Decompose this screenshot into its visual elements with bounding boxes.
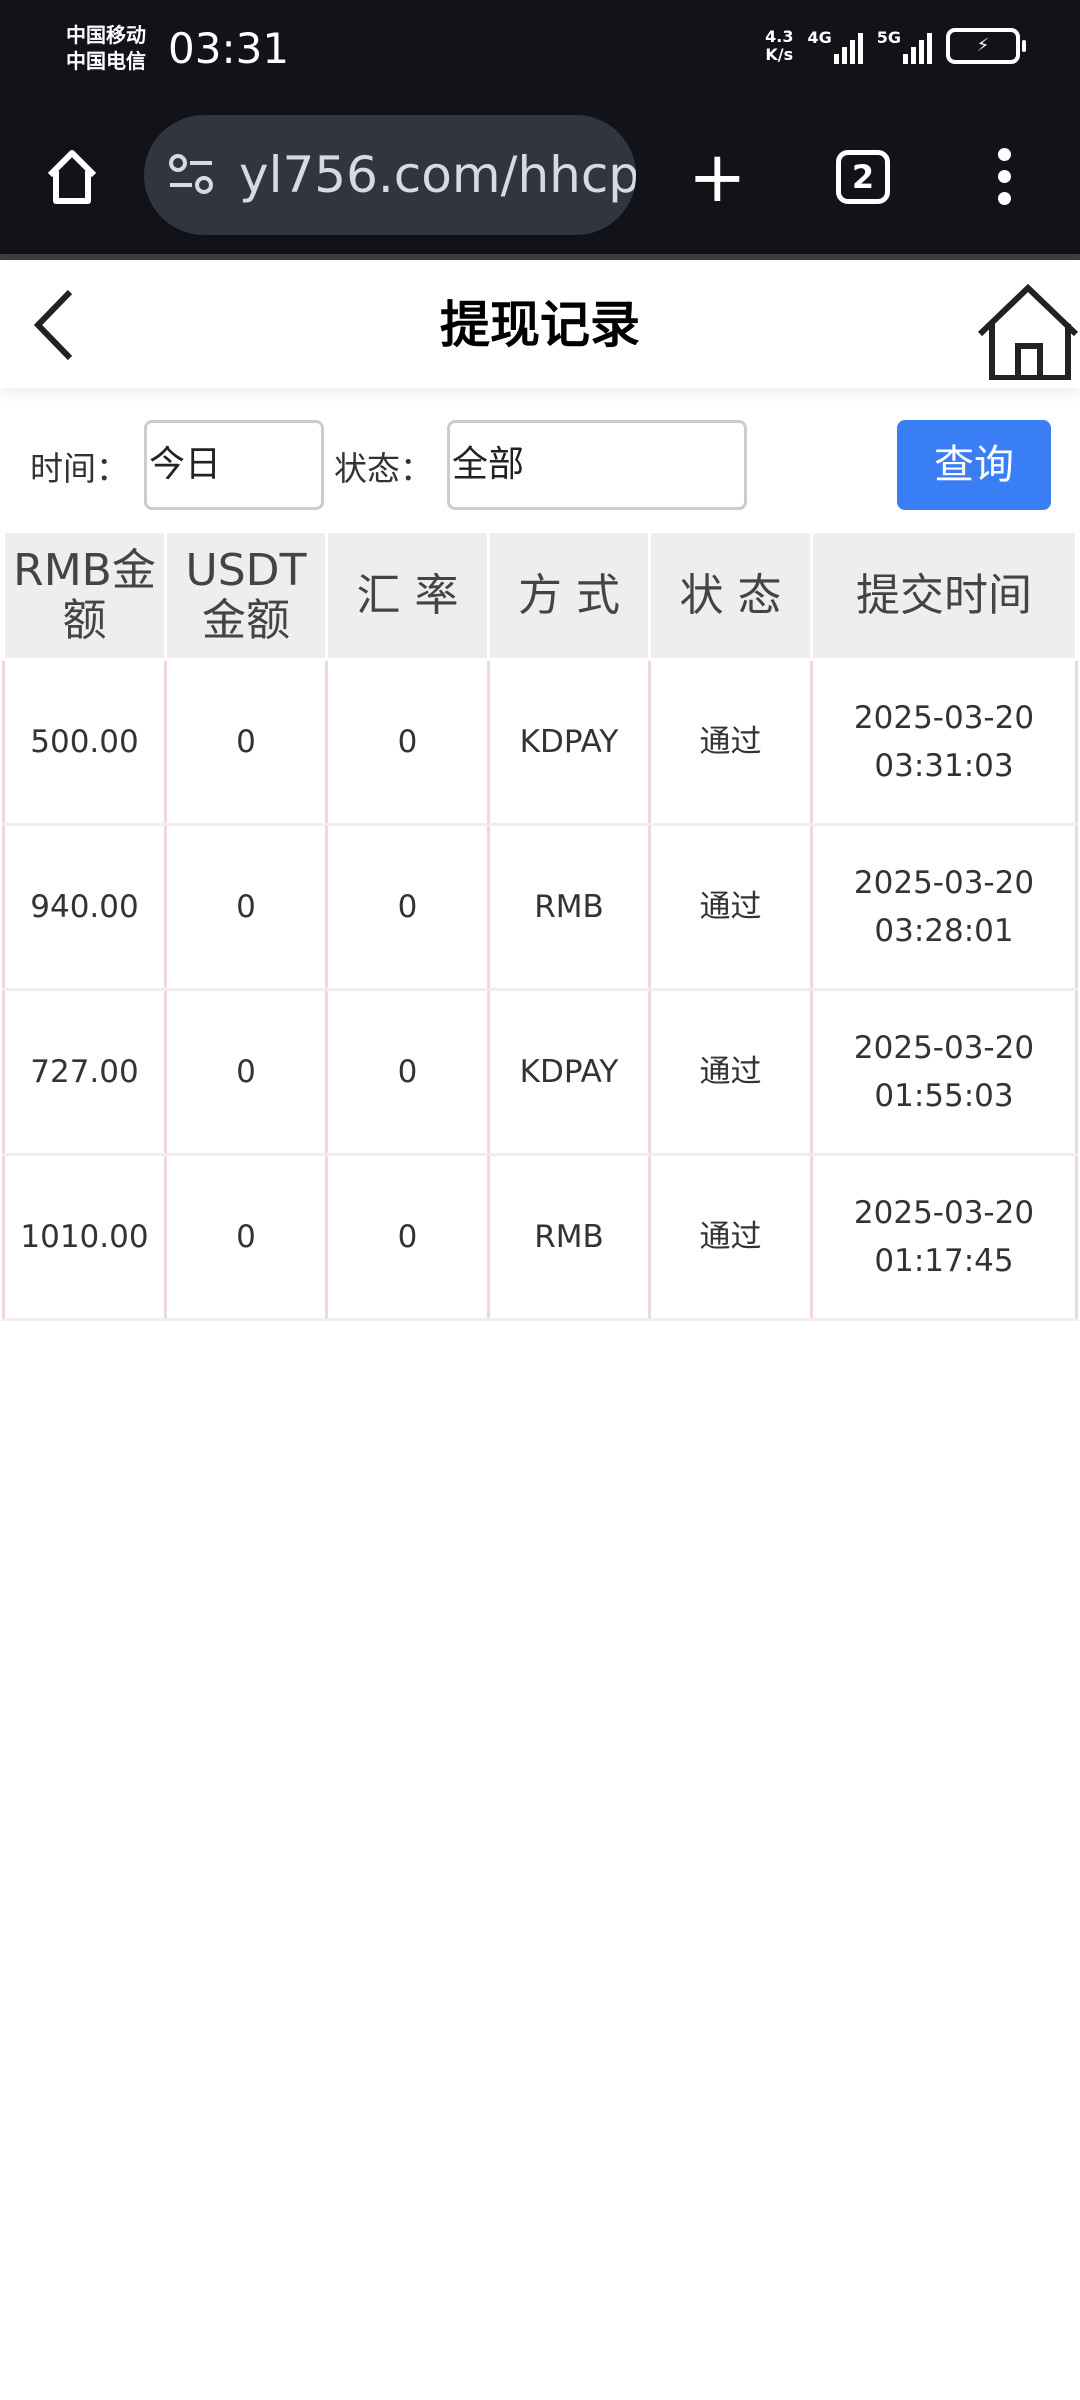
col-submit-time: 提交时间 xyxy=(810,530,1078,661)
time: 01:17:45 xyxy=(874,1243,1014,1279)
home-icon[interactable] xyxy=(976,284,1080,380)
withdrawal-table: RMB金额 USDT金额 汇 率 方 式 状 态 提交时间 500.00 0 0… xyxy=(2,530,1078,1321)
status-bar: 中国移动 中国电信 03:31 4.3 K/s 4G 5G ⚡ xyxy=(0,0,1080,100)
speed-value: 4.3 xyxy=(765,27,794,46)
col-status: 状 态 xyxy=(648,530,813,661)
date: 2025-03-20 xyxy=(853,700,1035,736)
new-tab-plus-icon[interactable]: + xyxy=(688,136,747,218)
cell-method: RMB xyxy=(487,1154,651,1321)
table-row: 727.00 0 0 KDPAY 通过 2025-03-20 01:55:03 xyxy=(2,989,1078,1156)
net-label-5g: 5G xyxy=(876,28,901,47)
cell-usdt: 0 xyxy=(164,824,328,991)
cell-rate: 0 xyxy=(325,659,490,826)
cell-time: 2025-03-20 03:28:01 xyxy=(810,824,1078,991)
page-title: 提现记录 xyxy=(440,296,640,354)
carrier-2: 中国电信 xyxy=(66,49,146,73)
col-method: 方 式 xyxy=(487,530,651,661)
date: 2025-03-20 xyxy=(853,1195,1035,1231)
more-menu-icon[interactable] xyxy=(998,148,1012,208)
status-select[interactable]: 全部 xyxy=(447,420,747,510)
cell-usdt: 0 xyxy=(164,1154,328,1321)
cell-usdt: 0 xyxy=(164,659,328,826)
cell-method: KDPAY xyxy=(487,989,651,1156)
cell-usdt: 0 xyxy=(164,989,328,1156)
home-icon[interactable] xyxy=(40,145,104,209)
cell-time: 2025-03-20 03:31:03 xyxy=(810,659,1078,826)
system-icons: 4.3 K/s 4G 5G ⚡ xyxy=(765,28,1026,64)
tab-switcher-button[interactable]: 2 xyxy=(836,150,890,204)
cell-method: KDPAY xyxy=(487,659,651,826)
battery-charging-icon: ⚡ xyxy=(946,28,1026,64)
table-row: 500.00 0 0 KDPAY 通过 2025-03-20 03:31:03 xyxy=(2,659,1078,826)
cell-rate: 0 xyxy=(325,1154,490,1321)
cell-status: 通过 xyxy=(648,824,813,991)
cell-rate: 0 xyxy=(325,989,490,1156)
status-label: 状态： xyxy=(334,449,433,488)
cell-rmb: 1010.00 xyxy=(2,1154,167,1321)
cell-status: 通过 xyxy=(648,1154,813,1321)
table-row: 940.00 0 0 RMB 通过 2025-03-20 03:28:01 xyxy=(2,824,1078,991)
signal-5g-icon: 5G xyxy=(877,28,932,64)
cell-time: 2025-03-20 01:55:03 xyxy=(810,989,1078,1156)
carrier-info: 中国移动 中国电信 xyxy=(66,22,146,74)
url-bar[interactable]: yl756.com/hhcpı xyxy=(144,115,636,235)
date: 2025-03-20 xyxy=(853,1030,1035,1066)
network-speed: 4.3 K/s xyxy=(765,28,793,64)
net-label-4g: 4G xyxy=(807,28,832,47)
cell-status: 通过 xyxy=(648,989,813,1156)
back-arrow-icon[interactable] xyxy=(30,288,80,362)
page-header: 提现记录 xyxy=(0,262,1080,388)
col-exchange-rate: 汇 率 xyxy=(325,530,490,661)
cell-status: 通过 xyxy=(648,659,813,826)
time-select[interactable]: 今日 xyxy=(144,420,324,510)
cell-rmb: 500.00 xyxy=(2,659,167,826)
cell-rate: 0 xyxy=(325,824,490,991)
site-settings-icon[interactable] xyxy=(166,153,216,197)
url-text[interactable]: yl756.com/hhcpı xyxy=(239,146,636,204)
time: 03:31:03 xyxy=(874,748,1014,784)
time: 03:28:01 xyxy=(874,913,1014,949)
clock: 03:31 xyxy=(168,24,290,73)
date: 2025-03-20 xyxy=(853,865,1035,901)
cell-time: 2025-03-20 01:17:45 xyxy=(810,1154,1078,1321)
filter-bar: 时间： 今日 状态： 全部 查询 xyxy=(0,420,1080,510)
carrier-1: 中国移动 xyxy=(66,23,146,47)
browser-toolbar: yl756.com/hhcpı + 2 xyxy=(0,100,1080,260)
query-button[interactable]: 查询 xyxy=(897,420,1051,510)
signal-4g-icon: 4G xyxy=(807,28,863,64)
col-rmb-amount: RMB金额 xyxy=(2,530,167,661)
cell-method: RMB xyxy=(487,824,651,991)
cell-rmb: 940.00 xyxy=(2,824,167,991)
time-label: 时间： xyxy=(30,449,129,488)
cell-rmb: 727.00 xyxy=(2,989,167,1156)
time: 01:55:03 xyxy=(874,1078,1014,1114)
table-row: 1010.00 0 0 RMB 通过 2025-03-20 01:17:45 xyxy=(2,1154,1078,1321)
table-header-row: RMB金额 USDT金额 汇 率 方 式 状 态 提交时间 xyxy=(2,530,1078,661)
col-usdt-amount: USDT金额 xyxy=(164,530,328,661)
speed-unit: K/s xyxy=(765,45,794,64)
